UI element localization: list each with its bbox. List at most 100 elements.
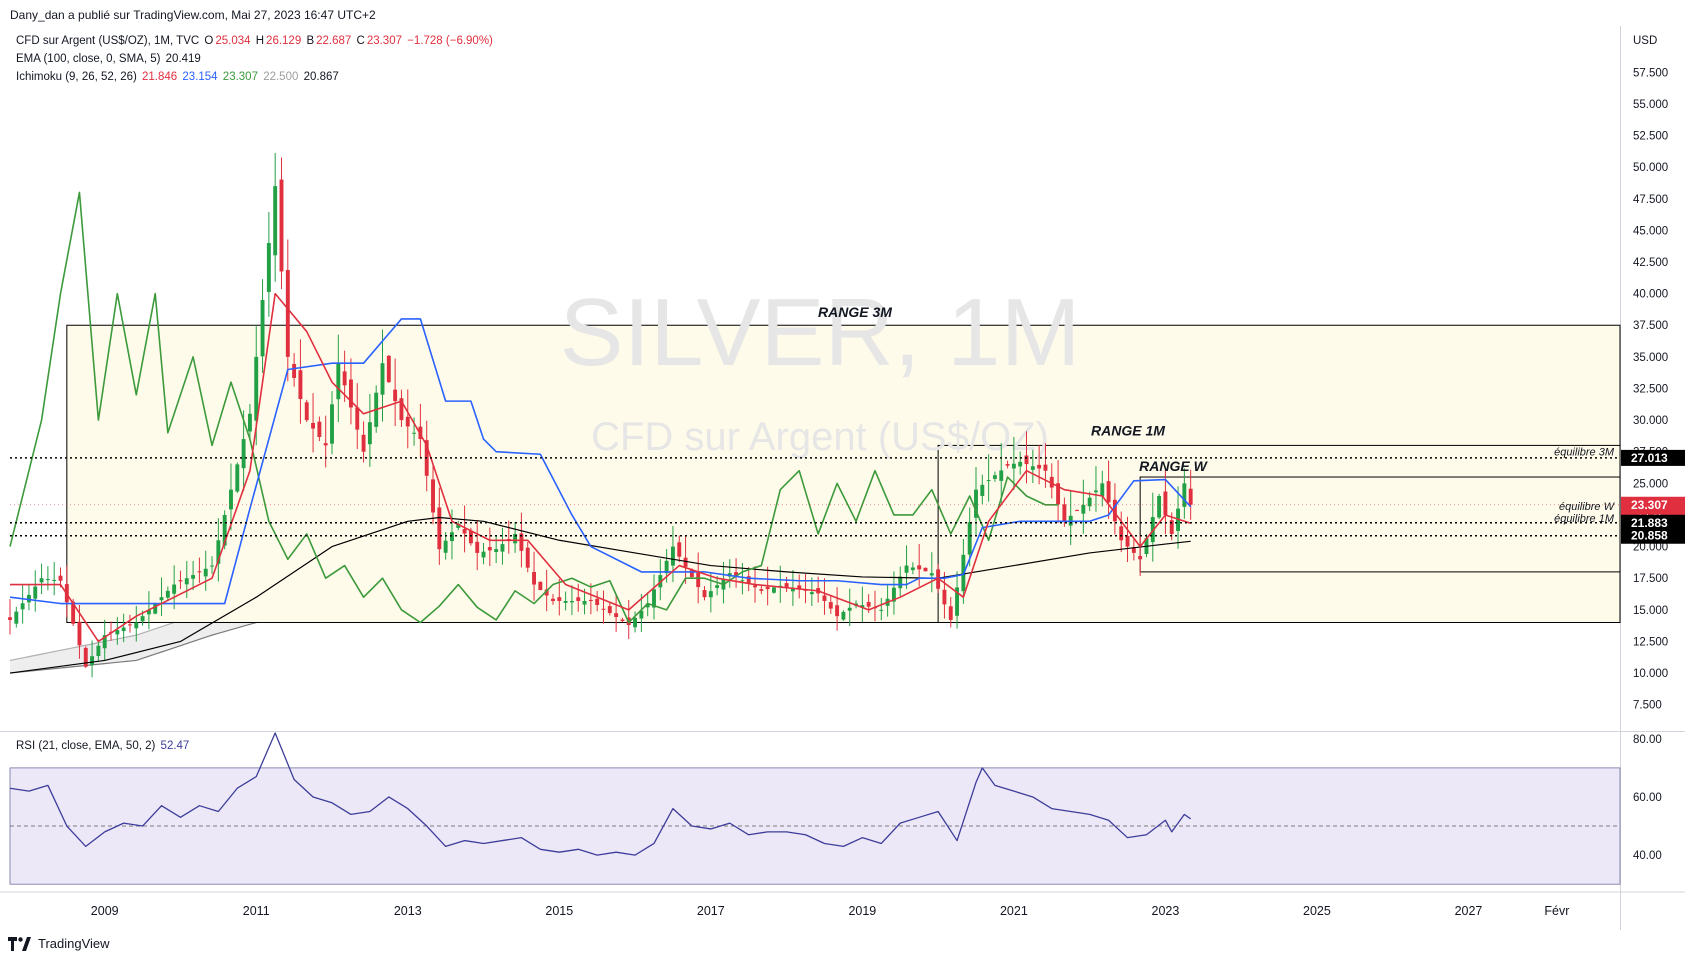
candle — [639, 593, 644, 632]
candle-body — [860, 605, 865, 608]
price-tick-label: 7.500 — [1633, 700, 1662, 712]
candle — [715, 576, 720, 596]
candle-body — [1037, 464, 1042, 469]
candle — [1081, 479, 1086, 534]
candle — [115, 617, 120, 645]
ichimoku-span-a: 22.500 — [263, 71, 299, 83]
candle — [462, 505, 467, 553]
candle — [532, 551, 536, 601]
time-tick-label: 2017 — [697, 904, 725, 918]
candle-body — [898, 576, 903, 589]
candle-body — [955, 587, 960, 616]
candle-body — [746, 576, 751, 584]
ema-100-line — [9, 516, 1191, 674]
candle-body — [1094, 490, 1098, 493]
candle — [633, 611, 638, 633]
candle-body — [367, 422, 372, 445]
candle-body — [891, 587, 896, 602]
price-tick-label: 35.000 — [1633, 352, 1668, 364]
ema-label: EMA (100, close, 0, SMA, 5) — [16, 53, 161, 65]
candle-body — [45, 579, 50, 581]
candle — [153, 602, 158, 615]
price-label-text: 23.307 — [1631, 498, 1668, 512]
candle — [702, 586, 707, 601]
candle — [835, 587, 840, 631]
candle-body — [948, 606, 953, 620]
candle — [380, 329, 385, 422]
candle-body — [317, 421, 322, 437]
candle-body — [696, 572, 701, 588]
candle-body — [450, 532, 454, 542]
candle-body — [102, 635, 107, 649]
candle — [1056, 460, 1061, 523]
candle-body — [677, 542, 682, 557]
candle-body — [532, 571, 536, 585]
time-tick-label: Févr — [1544, 904, 1569, 918]
candle — [393, 358, 398, 427]
candle — [1125, 516, 1130, 562]
candle — [52, 562, 57, 596]
candle-body — [266, 243, 271, 293]
candle — [551, 594, 555, 605]
candle-body — [513, 533, 518, 544]
candle-body — [380, 363, 385, 395]
candle-body — [841, 611, 846, 620]
candle — [348, 358, 353, 425]
price-tick-label: 30.000 — [1633, 415, 1668, 427]
candle — [178, 570, 183, 589]
candle — [39, 563, 44, 595]
candle-body — [90, 656, 95, 665]
candle — [1106, 460, 1111, 519]
candle — [841, 610, 846, 622]
candle — [746, 567, 751, 592]
candle-body — [52, 579, 57, 581]
candle-body — [468, 530, 473, 544]
candle-body — [809, 592, 814, 595]
candle — [1087, 491, 1092, 512]
rsi-value: 52.47 — [160, 740, 190, 752]
candle — [955, 571, 960, 629]
candle-body — [128, 624, 132, 626]
time-tick-label: 2021 — [1000, 904, 1028, 918]
candle-body — [210, 565, 214, 567]
candle-body — [645, 603, 650, 608]
range-w-label: RANGE W — [1139, 458, 1208, 474]
candle — [336, 334, 341, 423]
candle — [891, 571, 896, 615]
candle-body — [140, 616, 145, 622]
candle — [128, 614, 132, 633]
candle-body — [784, 583, 789, 588]
high-label: H — [255, 35, 265, 47]
candle — [184, 561, 189, 599]
candle — [576, 583, 581, 612]
candle — [216, 518, 221, 582]
candle-body — [481, 551, 486, 558]
candle — [20, 585, 25, 624]
candle-body — [298, 370, 303, 400]
candle-body — [456, 523, 461, 528]
candle-body — [702, 590, 707, 598]
rsi-legend: RSI (21, close, EMA, 50, 2) 52.47 — [16, 740, 191, 752]
candle — [992, 471, 997, 482]
ichimoku-tenkan: 21.846 — [142, 71, 178, 83]
price-tick-label: 20.000 — [1633, 542, 1668, 554]
candle — [26, 585, 31, 611]
close-value: 23.307 — [366, 35, 402, 47]
footer: TradingView — [8, 936, 110, 951]
time-tick-label: 2009 — [91, 904, 119, 918]
candle-body — [582, 600, 587, 605]
candle-body — [475, 541, 480, 553]
price-tick-label: 45.000 — [1633, 225, 1668, 237]
candle — [759, 585, 764, 595]
price-tick-label: 15.000 — [1633, 605, 1668, 617]
candle-body — [165, 590, 170, 598]
ema-value: 20.419 — [165, 53, 201, 65]
candle — [203, 550, 208, 591]
candle-body — [1062, 504, 1067, 522]
candle-body — [917, 565, 922, 570]
candle-body — [1056, 483, 1061, 505]
candle — [1119, 511, 1124, 553]
candle-body — [1119, 526, 1124, 541]
candle-body — [494, 549, 499, 553]
